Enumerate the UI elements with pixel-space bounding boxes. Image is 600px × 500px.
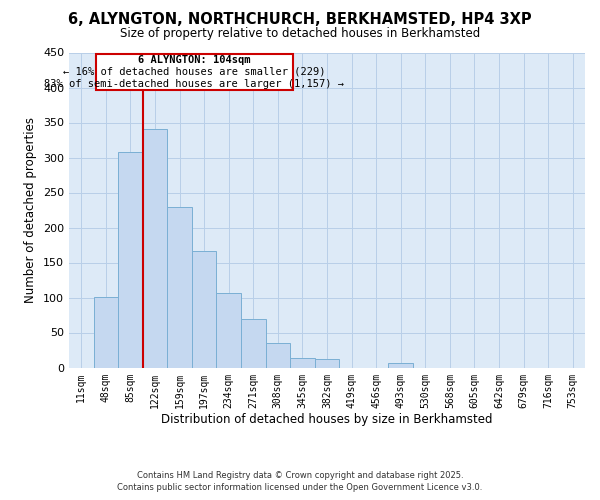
Text: 6, ALYNGTON, NORTHCHURCH, BERKHAMSTED, HP4 3XP: 6, ALYNGTON, NORTHCHURCH, BERKHAMSTED, H… (68, 12, 532, 28)
Bar (118, 152, 143, 368)
Bar (315, 359, 339, 368)
Bar (290, 358, 315, 368)
Bar (94, 297, 118, 368)
Bar (192, 250, 217, 368)
Bar (143, 129, 167, 368)
Bar (266, 343, 290, 367)
Bar (241, 318, 266, 368)
Text: ← 16% of detached houses are smaller (229): ← 16% of detached houses are smaller (22… (63, 66, 325, 76)
FancyBboxPatch shape (95, 54, 293, 90)
Text: Size of property relative to detached houses in Berkhamsted: Size of property relative to detached ho… (120, 28, 480, 40)
X-axis label: Distribution of detached houses by size in Berkhamsted: Distribution of detached houses by size … (161, 413, 493, 426)
Bar (388, 364, 413, 368)
Text: Contains HM Land Registry data © Crown copyright and database right 2025.
Contai: Contains HM Land Registry data © Crown c… (118, 471, 482, 492)
Text: 83% of semi-detached houses are larger (1,157) →: 83% of semi-detached houses are larger (… (44, 78, 344, 88)
Text: 6 ALYNGTON: 104sqm: 6 ALYNGTON: 104sqm (138, 56, 250, 66)
Bar (217, 292, 241, 368)
Y-axis label: Number of detached properties: Number of detached properties (25, 117, 37, 303)
Bar (167, 206, 192, 368)
